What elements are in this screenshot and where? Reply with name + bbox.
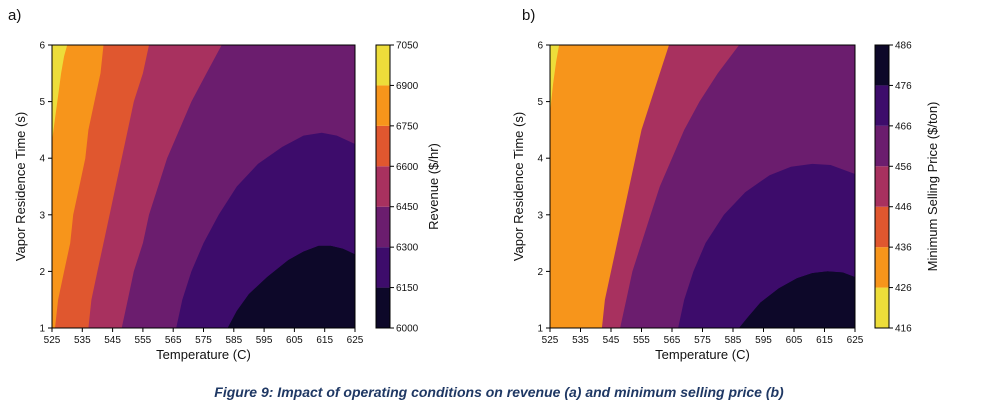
contour-band-corner	[550, 45, 560, 113]
y-tick-label: 3	[537, 210, 543, 221]
colorbar-segment	[875, 45, 889, 86]
y-tick-label: 5	[537, 97, 543, 108]
colorbar-tick-label: 6900	[396, 81, 419, 92]
y-tick-label: 2	[39, 267, 45, 278]
x-tick-label: 595	[755, 335, 772, 346]
colorbar-frame	[375, 44, 391, 329]
colorbar-label: Revenue ($/hr)	[426, 143, 441, 230]
x-tick-label: 595	[256, 335, 273, 346]
x-tick-label: 555	[135, 335, 152, 346]
x-tick-label: 605	[286, 335, 303, 346]
y-tick-label: 6	[537, 41, 543, 52]
panel-label: b)	[522, 7, 535, 24]
figure-caption: Figure 9: Impact of operating conditions…	[214, 384, 784, 400]
colorbar-segment	[376, 206, 390, 248]
colorbar-segment	[875, 247, 889, 288]
colorbar-tick-label: 486	[895, 41, 912, 52]
colorbar-tick-label: 476	[895, 81, 912, 92]
x-tick-label: 585	[725, 335, 742, 346]
colorbar-tick-label: 6300	[396, 243, 419, 254]
y-axis-label: Vapor Residence Time (s)	[13, 112, 28, 261]
y-tick-label: 2	[537, 267, 543, 278]
x-tick-label: 575	[195, 335, 212, 346]
x-tick-label: 615	[316, 335, 333, 346]
colorbar-tick-label: 416	[895, 324, 912, 335]
colorbar-frame	[874, 44, 890, 329]
colorbar-segment	[875, 206, 889, 248]
colorbar-label: Minimum Selling Price ($/ton)	[925, 102, 940, 272]
colorbar-tick-label: 426	[895, 283, 912, 294]
colorbar-segment	[376, 287, 390, 328]
x-tick-label: 555	[633, 335, 650, 346]
x-tick-label: 535	[572, 335, 589, 346]
colorbar-segment	[875, 125, 889, 167]
colorbar-segment	[376, 85, 390, 126]
y-tick-label: 1	[537, 324, 543, 335]
contour-bands	[52, 45, 355, 328]
y-tick-label: 5	[39, 97, 45, 108]
x-tick-label: 565	[165, 335, 182, 346]
x-tick-label: 605	[786, 335, 803, 346]
contour-band-core	[227, 245, 355, 328]
colorbar-tick-label: 6450	[396, 202, 419, 213]
x-axis-label: Temperature (C)	[655, 347, 750, 362]
contour-band-core	[739, 271, 855, 328]
y-tick-label: 6	[39, 41, 45, 52]
colorbar-tick-label: 446	[895, 202, 912, 213]
colorbar-tick-label: 466	[895, 121, 912, 132]
colorbar: 6000 6150 6300 6450 6600 6750 6900 7050 Revenue …	[375, 41, 441, 335]
y-tick-label: 3	[39, 210, 45, 221]
x-tick-label: 525	[542, 335, 559, 346]
y-tick-label: 1	[39, 324, 45, 335]
x-tick-label: 535	[74, 335, 91, 346]
panel-a: 525 535 545 555 565 575 585 595 605 615 625 1 2 3 4 5 6 T…	[8, 7, 441, 362]
y-tick-label: 4	[39, 154, 45, 165]
y-tick-label: 4	[537, 154, 543, 165]
panel-label: a)	[8, 7, 21, 24]
contour-bands	[550, 45, 855, 328]
x-tick-label: 585	[225, 335, 242, 346]
colorbar-segment	[376, 247, 390, 288]
x-tick-label: 615	[816, 335, 833, 346]
colorbar-tick-label: 6750	[396, 121, 419, 132]
colorbar-tick-label: 6600	[396, 162, 419, 173]
contour-band-corner	[52, 45, 68, 142]
x-axis-label: Temperature (C)	[156, 347, 251, 362]
colorbar-segment	[875, 287, 889, 328]
x-tick-label: 545	[104, 335, 121, 346]
x-tick-label: 525	[44, 335, 61, 346]
colorbar-tick-label: 6150	[396, 283, 419, 294]
colorbar-tick-label: 436	[895, 243, 912, 254]
x-tick-label: 625	[847, 335, 864, 346]
colorbar-segment	[875, 166, 889, 207]
x-tick-label: 575	[694, 335, 711, 346]
x-tick-label: 625	[347, 335, 364, 346]
colorbar: 416 426 436 446 456 466 476 486 Minimum Selling …	[874, 41, 940, 335]
colorbar-segment	[376, 125, 390, 167]
colorbar-tick-label: 456	[895, 162, 912, 173]
y-axis-label: Vapor Residence Time (s)	[511, 112, 526, 261]
panel-b: 525 535 545 555 565 575 585 595 605 615 625123456T…	[511, 7, 940, 362]
x-tick-label: 565	[664, 335, 681, 346]
colorbar-segment	[376, 166, 390, 207]
colorbar-segment	[875, 85, 889, 126]
colorbar-tick-label: 6000	[396, 324, 419, 335]
x-tick-label: 545	[603, 335, 620, 346]
colorbar-tick-label: 7050	[396, 41, 419, 52]
colorbar-segment	[376, 45, 390, 86]
